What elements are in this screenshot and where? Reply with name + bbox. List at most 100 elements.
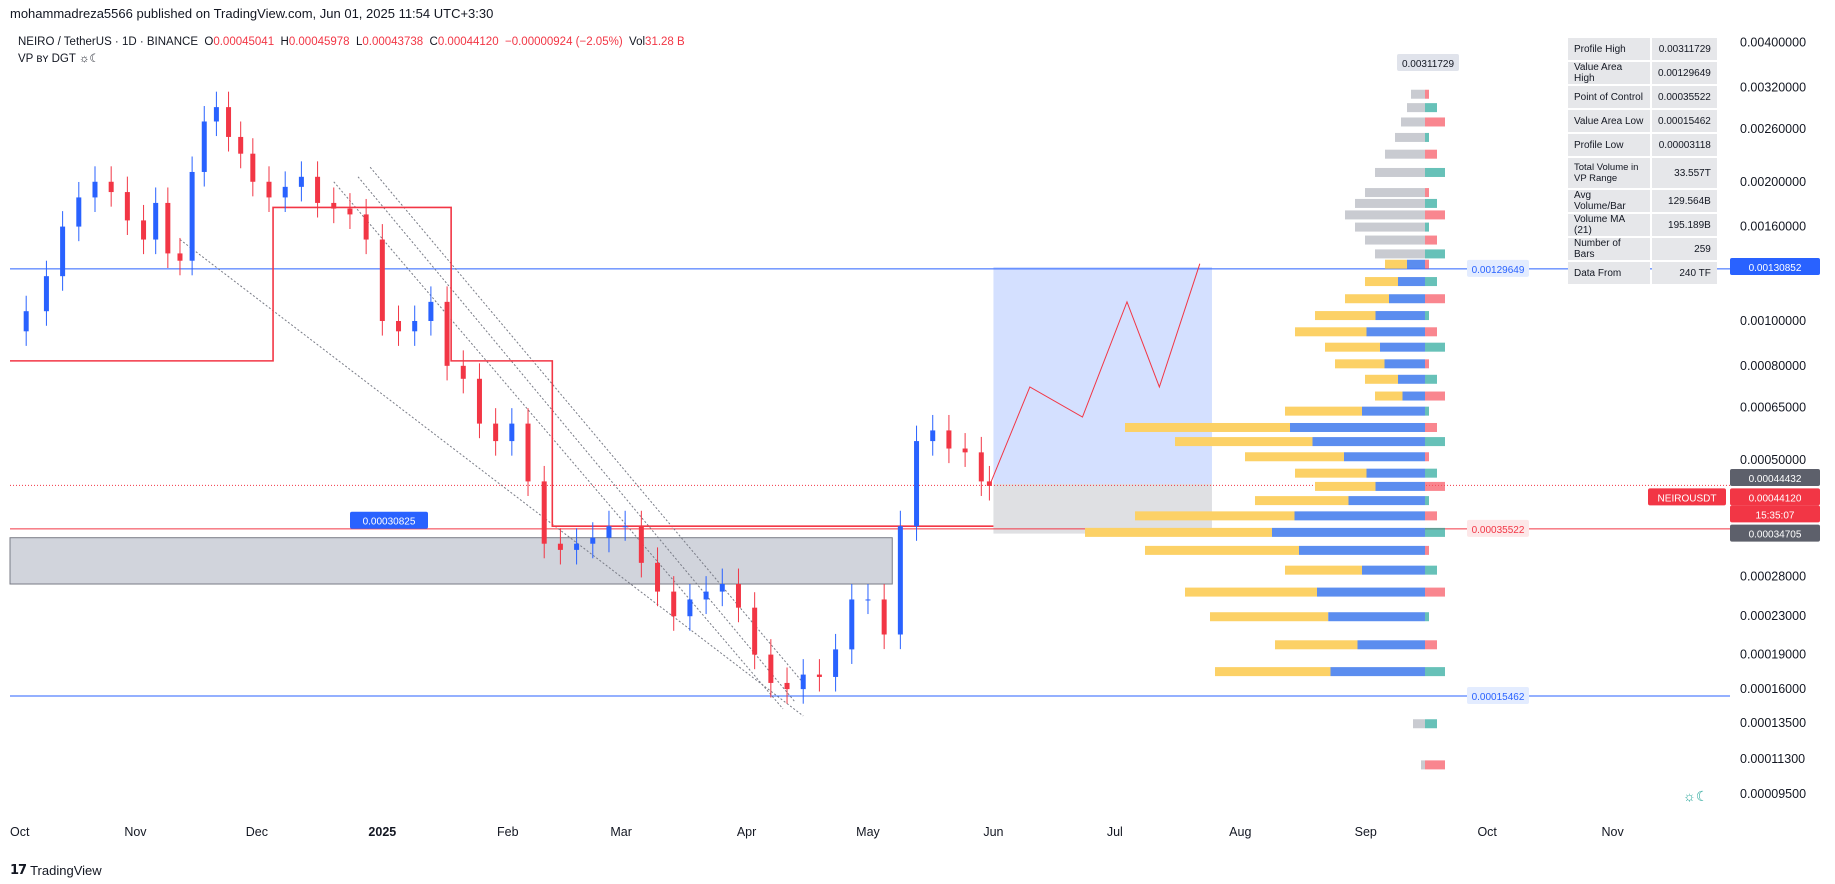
long-stop-zone [993, 483, 1212, 534]
y-axis-tick-label: 0.00080000 [1740, 359, 1806, 373]
high-label: H [280, 36, 289, 48]
low-value: 0.00043738 [362, 36, 424, 48]
close-value: 0.00044120 [437, 36, 499, 48]
svg-text:NEIROUSDT: NEIROUSDT [1658, 493, 1717, 504]
vp-bar-outside [1345, 210, 1425, 220]
vp-delta-bar [1425, 587, 1445, 597]
vp-bar-buy [1325, 342, 1380, 352]
candle [379, 239, 385, 321]
profile-table-value: 33.557T [1652, 158, 1717, 188]
y-axis-tick-label: 0.00200000 [1740, 175, 1806, 189]
vp-bar-buy [1295, 327, 1367, 337]
x-axis-tick-label: Jul [1107, 825, 1123, 839]
x-axis-tick-label: Oct [1477, 825, 1497, 839]
candle [735, 584, 741, 608]
candle [881, 599, 887, 635]
candle [141, 220, 147, 240]
x-axis-tick-label: Mar [610, 825, 632, 839]
svg-text:15:35:07: 15:35:07 [1756, 510, 1795, 521]
candle [23, 311, 29, 332]
stop-price-label: 0.00034705 [1730, 524, 1820, 542]
vp-bar-outside [1413, 719, 1425, 729]
x-axis-tick-label: Jun [983, 825, 1003, 839]
candle [460, 365, 466, 379]
vp-bar-buy [1125, 422, 1290, 432]
symbol-price-tag: NEIROUSDT [1648, 488, 1726, 506]
candle [986, 481, 992, 486]
vp-delta-bar [1425, 545, 1429, 555]
vp-bar-sell [1402, 391, 1425, 401]
vp-delta-bar [1425, 359, 1429, 369]
tradingview-footer[interactable]: 𝟭𝟳 TradingView [10, 862, 102, 878]
profile-table-row: Value Area High 0.00129649 [1568, 62, 1717, 84]
profile-table-value: 0.00015462 [1652, 110, 1717, 132]
candle [266, 181, 272, 198]
vp-bar-sell [1380, 342, 1425, 352]
candle [622, 526, 628, 528]
y-axis-tick-label: 0.00023000 [1740, 609, 1806, 623]
vp-delta-bar [1425, 374, 1437, 384]
zone-price-label: 0.00030825 [350, 511, 428, 529]
candle [703, 591, 709, 600]
vp-bar-outside [1355, 198, 1425, 208]
vp-bar-buy [1315, 481, 1376, 491]
y-axis-tick-label: 0.00013500 [1740, 716, 1806, 730]
vp-bar-outside [1365, 235, 1425, 245]
candle [76, 197, 82, 227]
vp-bar-buy [1385, 259, 1407, 269]
volume-label: Vol [629, 36, 646, 48]
x-axis-tick-label: Nov [124, 825, 147, 839]
profile-table-key: Total Volume in VP Range [1568, 158, 1650, 188]
vp-bar-sell [1398, 374, 1425, 384]
candle [298, 176, 304, 187]
vp-bar-sell [1366, 468, 1425, 478]
vp-bar-sell [1299, 545, 1425, 555]
vp-delta-bar [1425, 667, 1445, 677]
vp-bar-sell [1312, 437, 1425, 447]
y-axis-tick-label: 0.00320000 [1740, 80, 1806, 94]
candle [108, 181, 114, 193]
vah-price-label: 0.00130852 [1730, 257, 1820, 275]
candle [315, 176, 321, 203]
symbol-legend: NEIRO / TetherUS · 1D · BINANCE O0.00045… [18, 34, 685, 68]
support-zone [9, 537, 893, 585]
x-axis-tick-label: Sep [1355, 825, 1377, 839]
candle [574, 543, 580, 550]
candle [238, 136, 244, 154]
y-axis-tick-label: 0.00028000 [1740, 570, 1806, 584]
vp-bar-buy [1255, 496, 1349, 506]
candle [897, 526, 903, 635]
candle [590, 537, 596, 544]
vp-bar-sell [1344, 452, 1425, 462]
vp-bar-buy [1210, 612, 1329, 622]
candle [250, 153, 256, 182]
indicator-name[interactable]: VP ʙʏ DGT ☼☾ [18, 53, 100, 65]
candle [92, 181, 98, 198]
vp-delta-bar [1425, 222, 1429, 232]
vp-bar-outside [1395, 132, 1425, 142]
profile-table-row: Total Volume in VP Range 33.557T [1568, 158, 1717, 188]
symbol-name[interactable]: NEIRO / TetherUS · 1D · BINANCE [18, 36, 198, 48]
candle [978, 452, 984, 482]
vp-bar-sell [1290, 422, 1425, 432]
vp-bar-outside [1355, 222, 1425, 232]
candle [43, 276, 49, 312]
vp-bar-outside [1385, 149, 1425, 159]
x-axis-tick-label: 2025 [368, 825, 396, 839]
profile-table-key: Point of Control [1568, 86, 1650, 108]
profile-table-row: Number of Bars 259 [1568, 238, 1717, 260]
y-axis-tick-label: 0.00009500 [1740, 787, 1806, 801]
vp-delta-bar [1425, 452, 1429, 462]
vp-delta-bar [1425, 468, 1437, 478]
theme-icon[interactable]: ☼☾ [1683, 788, 1709, 804]
profile-table-key: Avg Volume/Bar [1568, 190, 1650, 212]
vp-delta-bar [1425, 210, 1445, 220]
vp-bar-sell [1375, 481, 1425, 491]
vp-bar-buy [1335, 359, 1385, 369]
vp-bar-buy [1215, 667, 1331, 677]
vp-bar-sell [1357, 640, 1425, 650]
candle [213, 107, 219, 122]
vp-delta-bar [1425, 511, 1437, 521]
vp-bar-buy [1365, 374, 1398, 384]
